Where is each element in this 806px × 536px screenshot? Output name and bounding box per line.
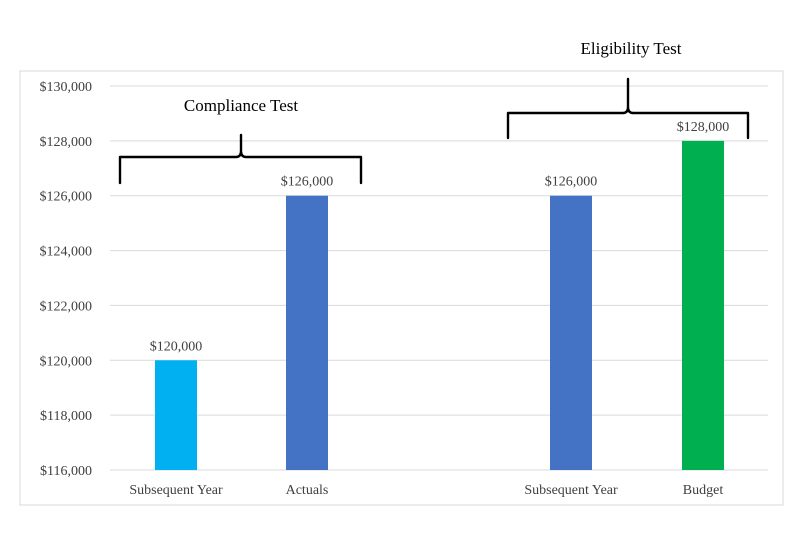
y-tick-label: $122,000 [40, 299, 93, 314]
eligibility-test-label: Eligibility Test [581, 39, 682, 58]
bar-data-label: $126,000 [281, 175, 334, 190]
category-labels: Subsequent Year Actuals Subsequent Year Bud… [129, 483, 723, 498]
bar-data-label: $120,000 [150, 339, 203, 354]
y-tick-label: $120,000 [40, 354, 93, 369]
y-tick-label: $116,000 [40, 464, 92, 479]
bar-data-label: $128,000 [677, 120, 730, 135]
bar-data-label: $126,000 [545, 175, 598, 190]
y-tick-label: $126,000 [40, 190, 93, 205]
bars [155, 140, 724, 470]
bar [286, 195, 328, 470]
compliance-test-label: Compliance Test [184, 96, 298, 115]
y-tick-label: $130,000 [40, 80, 93, 95]
compliance-test-brace [118, 133, 363, 185]
y-tick-label: $118,000 [40, 409, 92, 424]
category-label: Subsequent Year [524, 483, 618, 498]
data-labels: $120,000 $126,000 $126,000 $128,000 [150, 120, 730, 354]
chart-frame [19, 70, 784, 506]
eligibility-test-brace [506, 77, 750, 140]
gridlines [110, 85, 768, 471]
bar [682, 140, 724, 470]
bar [550, 195, 592, 470]
y-tick-label: $124,000 [40, 245, 93, 260]
y-tick-label: $128,000 [40, 135, 93, 150]
category-label: Budget [683, 483, 724, 498]
bar [155, 360, 197, 470]
category-label: Subsequent Year [129, 483, 223, 498]
y-axis-tick-labels: $116,000 $118,000 $120,000 $122,000 $124,000… [40, 80, 93, 479]
category-label: Actuals [286, 483, 329, 498]
